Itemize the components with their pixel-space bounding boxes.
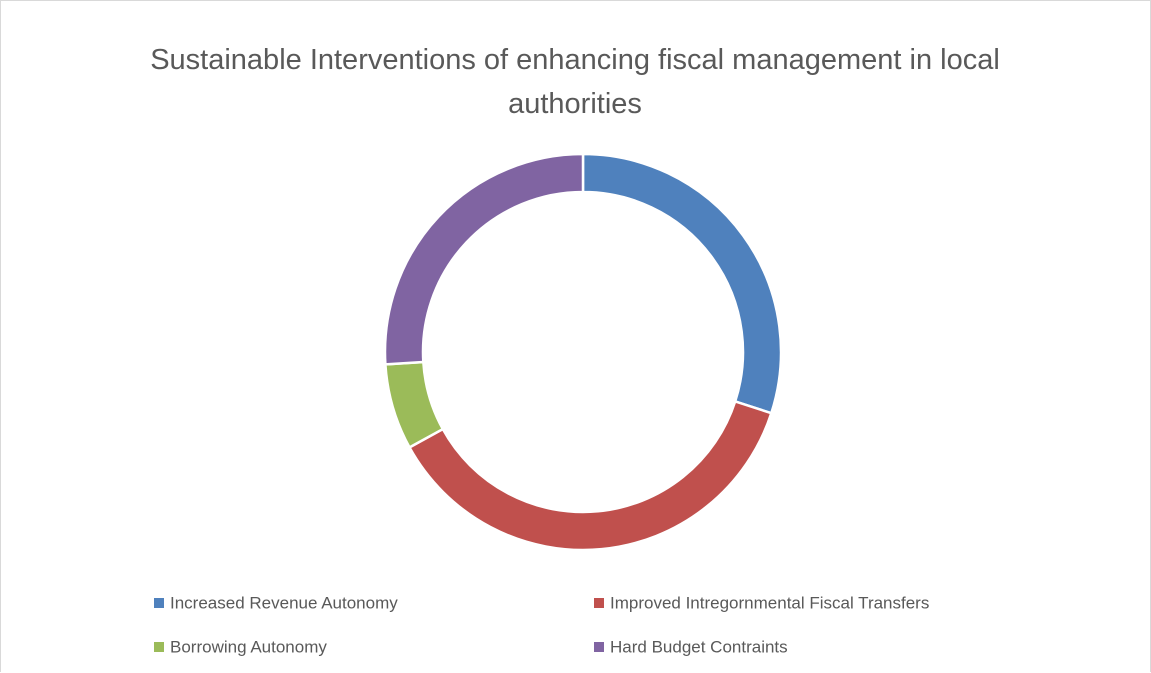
legend-swatch — [594, 642, 604, 652]
donut-segment — [383, 152, 585, 366]
legend-label: Borrowing Autonomy — [170, 637, 327, 656]
donut-segment — [384, 360, 445, 450]
chart-title: Sustainable Interventions of enhancing f… — [150, 44, 1000, 120]
donut-segment — [407, 399, 773, 552]
legend-swatch — [594, 598, 604, 608]
legend-label: Hard Budget Contraints — [610, 637, 788, 656]
legend-label: Increased Revenue Autonomy — [170, 593, 398, 612]
legend-swatch — [154, 642, 164, 652]
donut-segment — [581, 152, 783, 415]
legend-label: Improved Intregornmental Fiscal Transfer… — [610, 593, 929, 612]
legend-swatch — [154, 598, 164, 608]
